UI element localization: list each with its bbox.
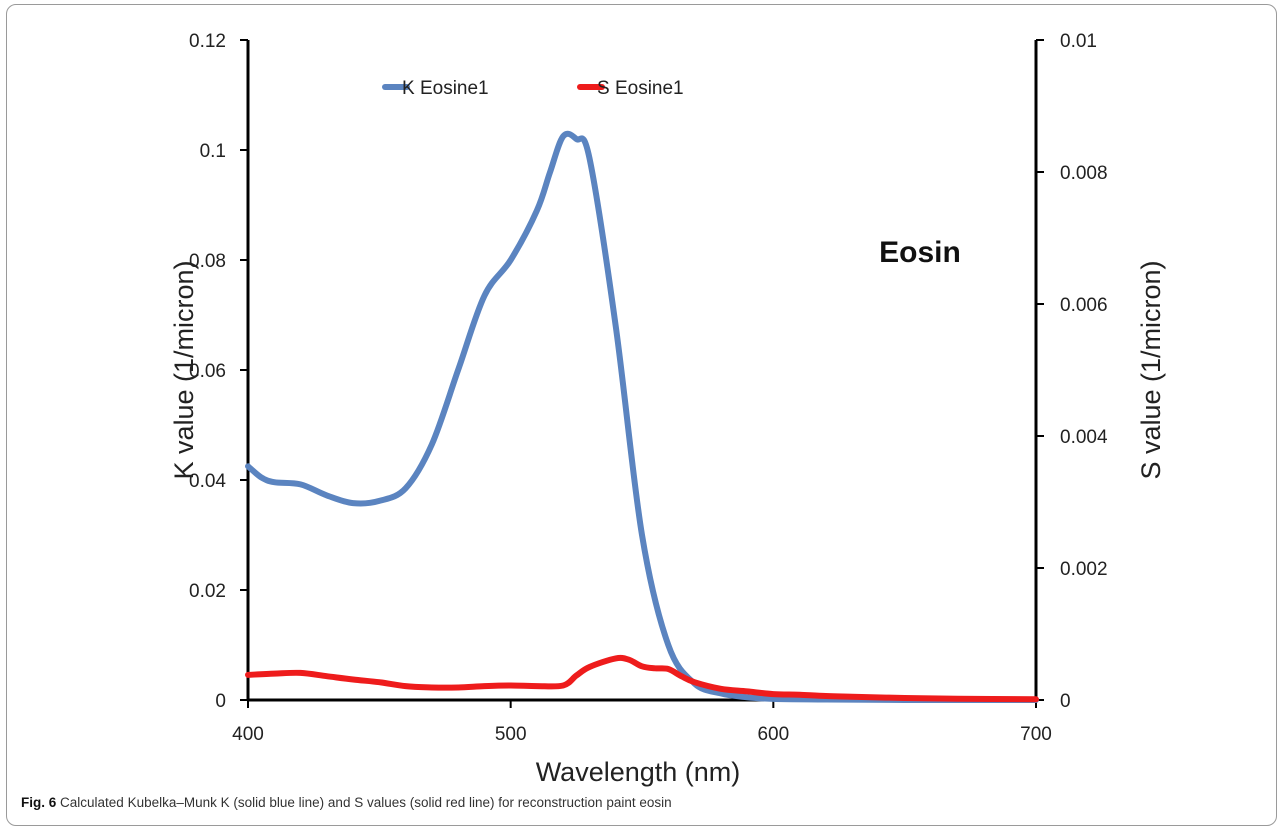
legend-label: K Eosine1: [402, 78, 489, 99]
y-left-tick-label: 0.02: [189, 581, 226, 602]
y-right-tick-label: 0.006: [1060, 295, 1108, 316]
series-line-k-eosine1: [245, 130, 1039, 704]
figure-frame: [6, 4, 1277, 826]
y-left-tick-label: 0.1: [200, 141, 226, 162]
y-left-tick-label: 0: [215, 691, 226, 712]
caption-label: Fig. 6: [21, 795, 57, 810]
y-right-tick-label: 0.002: [1060, 559, 1108, 580]
x-tick-label: 500: [495, 724, 527, 745]
x-tick-label: 600: [757, 724, 789, 745]
series-layer: [245, 130, 1039, 704]
x-axis-title: Wavelength (nm): [536, 757, 741, 787]
y-left-tick-label: 0.04: [189, 471, 226, 492]
y-left-tick-label: 0.08: [189, 251, 226, 272]
legend: K Eosine1 S Eosine1: [382, 78, 684, 99]
caption-text: Calculated Kubelka–Munk K (solid blue li…: [60, 795, 672, 810]
figure-caption: Fig. 6 Calculated Kubelka–Munk K (solid …: [21, 795, 672, 810]
series-line-s-eosine1: [245, 654, 1039, 703]
chart-annotation: Eosin: [879, 236, 961, 269]
x-tick-label: 700: [1020, 724, 1052, 745]
x-tick-label: 400: [232, 724, 264, 745]
y-left-tick-label: 0.06: [189, 361, 226, 382]
y-left-axis-title: K value (1/micron): [169, 260, 199, 479]
y-right-tick-label: 0: [1060, 691, 1071, 712]
legend-label: S Eosine1: [597, 78, 684, 99]
line-chart: 0 0.02 0.04 0.06 0.08 0.1 0.12 0 0.002 0.004 0.006…: [169, 31, 1166, 787]
y-right-tick-label: 0.004: [1060, 427, 1108, 448]
y-right-tick-label: 0.008: [1060, 163, 1108, 184]
y-right-tick-label: 0.01: [1060, 31, 1097, 52]
y-left-tick-label: 0.12: [189, 31, 226, 52]
y-right-axis-title: S value (1/micron): [1136, 260, 1166, 479]
axes: 0 0.02 0.04 0.06 0.08 0.1 0.12 0 0.002 0.004 0.006…: [189, 31, 1108, 745]
